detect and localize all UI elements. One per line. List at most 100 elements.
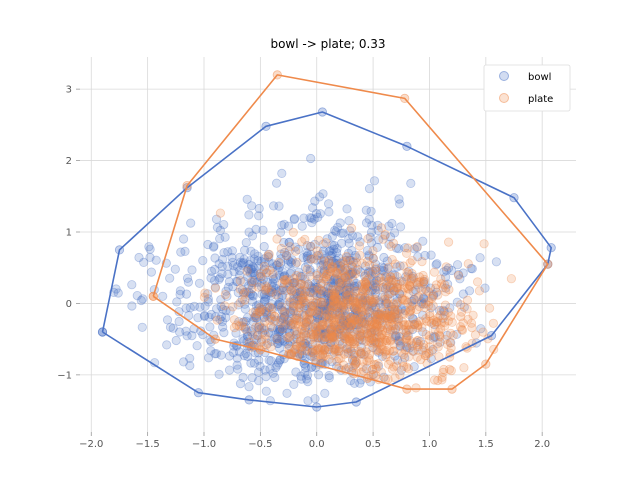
data-point-bowl [350, 359, 360, 369]
data-point-bowl [396, 276, 406, 286]
data-point-bowl [345, 255, 355, 265]
data-point-bowl [221, 305, 231, 316]
data-point-bowl [272, 287, 282, 297]
data-point-bowl [365, 293, 375, 303]
data-point-bowl [351, 305, 361, 315]
data-point-bowl [368, 275, 379, 286]
data-point-bowl [442, 330, 452, 340]
data-point-bowl [353, 232, 363, 242]
data-point-bowl [329, 240, 339, 251]
data-point-bowl [324, 306, 335, 316]
data-point-bowl [235, 347, 245, 357]
data-point-bowl [228, 257, 238, 267]
data-point-plate [345, 267, 355, 277]
data-point-plate [384, 346, 395, 356]
data-point-plate [259, 261, 269, 271]
data-point-bowl [176, 247, 186, 257]
data-point-bowl [203, 294, 213, 304]
data-point-plate [330, 346, 340, 356]
data-point-bowl [418, 327, 428, 337]
data-point-bowl [320, 329, 331, 339]
data-point-bowl [360, 261, 370, 271]
data-point-bowl [326, 338, 336, 348]
data-point-bowl [322, 311, 332, 321]
data-point-bowl [277, 267, 288, 277]
data-point-bowl [363, 328, 373, 339]
data-point-plate [271, 290, 281, 300]
data-point-bowl [254, 203, 264, 214]
data-point-plate [441, 262, 451, 272]
data-point-bowl [282, 339, 293, 349]
data-point-bowl [341, 255, 351, 265]
data-point-plate [309, 332, 319, 343]
data-point-plate [370, 311, 380, 321]
data-point-plate [261, 285, 271, 295]
data-point-plate [341, 286, 351, 297]
data-point-bowl [308, 284, 319, 294]
data-point-bowl [406, 178, 416, 188]
data-point-bowl [331, 295, 341, 305]
data-point-plate [384, 306, 395, 316]
data-point-plate [351, 286, 361, 296]
data-point-bowl [256, 337, 266, 347]
data-point-bowl [368, 281, 378, 291]
data-point-bowl [281, 250, 292, 261]
data-point-plate [446, 365, 456, 376]
data-point-plate [354, 330, 364, 340]
data-point-plate [408, 298, 418, 308]
data-point-bowl [339, 273, 349, 283]
data-point-plate [266, 287, 276, 297]
data-point-bowl [364, 250, 374, 260]
data-point-bowl [322, 234, 332, 244]
data-point-bowl [334, 277, 345, 288]
data-point-bowl [237, 260, 247, 270]
data-point-plate [412, 277, 422, 287]
data-point-plate [385, 311, 395, 321]
data-point-bowl [377, 319, 388, 329]
data-point-plate [333, 330, 343, 340]
data-point-plate [374, 276, 384, 286]
data-point-plate [306, 347, 316, 357]
data-point-plate [323, 258, 334, 268]
data-point-bowl [355, 237, 365, 247]
data-point-bowl [396, 305, 406, 315]
data-point-bowl [314, 305, 324, 316]
data-point-bowl [376, 306, 386, 316]
data-point-bowl [243, 312, 253, 323]
data-point-bowl [361, 205, 371, 215]
data-point-plate [321, 275, 331, 285]
data-point-bowl [322, 260, 332, 271]
data-point-bowl [307, 327, 317, 337]
data-point-bowl [326, 297, 336, 308]
data-point-bowl [357, 317, 367, 327]
data-point-bowl [246, 289, 256, 299]
data-point-bowl [386, 313, 397, 324]
data-point-plate [262, 283, 272, 293]
data-point-plate [371, 364, 381, 374]
data-point-plate [356, 293, 367, 303]
data-point-bowl [259, 312, 269, 323]
data-point-plate [362, 256, 372, 266]
data-point-bowl [249, 263, 259, 274]
data-point-plate [299, 339, 309, 349]
data-point-bowl [467, 264, 477, 274]
data-point-plate [272, 334, 282, 344]
data-point-bowl [328, 282, 338, 292]
data-point-plate [323, 313, 333, 323]
data-point-bowl [137, 322, 147, 332]
data-point-plate [259, 323, 269, 333]
data-point-plate [386, 241, 396, 251]
data-point-bowl [277, 334, 287, 344]
data-point-bowl [372, 338, 382, 348]
data-point-bowl [276, 285, 286, 295]
data-point-plate [459, 363, 469, 373]
data-point-plate [309, 352, 320, 362]
data-point-bowl [300, 262, 310, 272]
data-point-plate [323, 309, 333, 319]
data-point-bowl [182, 273, 193, 283]
data-point-bowl [302, 248, 312, 258]
data-point-bowl [132, 290, 142, 301]
data-point-bowl [342, 344, 352, 354]
data-point-plate [397, 348, 407, 358]
data-point-bowl [419, 276, 429, 286]
